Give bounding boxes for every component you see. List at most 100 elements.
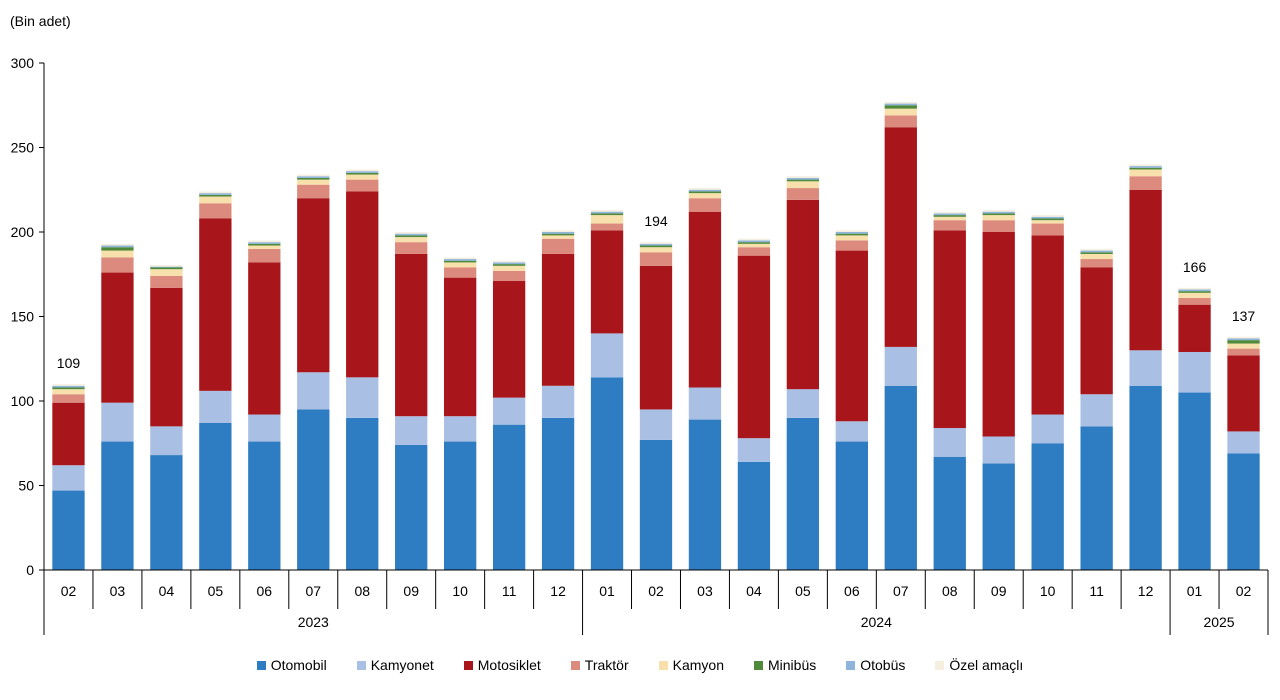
y-tick-label: 200 [11,224,35,240]
x-tick-label: 02 [648,583,664,599]
bar-segment-kamyon [1178,292,1211,298]
bar-segment-kamyonet [444,416,477,442]
bar-segment-kamyon [1129,169,1162,177]
bar-segment--zel-ama-l- [884,101,917,104]
bar-segment-kamyon [541,235,575,239]
data-label: 166 [1183,259,1207,275]
bar-segment--zel-ama-l- [492,260,526,263]
bar-segment--zel-ama-l- [444,257,477,260]
bar-segment-trakt-r [590,223,624,231]
bar-segment-minib-s [786,179,820,182]
y-tick-label: 50 [18,478,34,494]
x-tick-label: 05 [795,583,811,599]
bar-segment-minib-s [297,177,330,180]
bar-segment-otob-s [395,233,428,236]
x-tick-label: 02 [1236,583,1252,599]
bar-segment-minib-s [444,260,477,263]
bar-segment-kamyonet [737,438,771,462]
bar-segment-minib-s [835,233,868,236]
bar-segment-kamyon [933,216,966,221]
bar-segment-kamyon [492,265,526,271]
bar-segment-motosiklet [395,253,428,417]
bar-segment-kamyonet [150,426,183,456]
legend-swatch [570,660,580,670]
bar-segment--zel-ama-l- [835,230,868,232]
bar-segment-kamyonet [1178,351,1211,393]
bar-segment-kamyon [590,215,624,224]
bar-segment-kamyon [248,245,281,249]
y-axis: 0 50 100 150 200 250 300 [11,55,45,578]
bar-segment-trakt-r [982,220,1015,232]
bar-segment-kamyon [835,235,868,241]
legend-label: Motosiklet [477,657,541,673]
x-tick-label: 07 [305,583,321,599]
bar-segment-trakt-r [835,240,868,251]
bar-segment-kamyonet [1227,431,1260,454]
bar-segment-trakt-r [786,188,820,200]
legend-item: Otobüs [846,657,905,673]
bar-segment-motosiklet [835,250,868,422]
bar-segment-minib-s [1227,340,1260,344]
bar-segment-motosiklet [884,127,917,347]
bar-segment-otob-s [297,176,330,178]
bar-segment-minib-s [150,267,183,270]
bar-segment-otob-s [199,193,232,195]
bar-segment-kamyonet [101,402,134,442]
bar-segment--zel-ama-l- [737,238,771,241]
bar-segment-minib-s [639,245,673,248]
bar-segment-otomobil [1227,453,1260,570]
legend-label: Kamyonet [370,657,434,673]
bar-segment-otob-s [835,232,868,234]
bar-segment-trakt-r [688,198,722,212]
bar-segment-kamyonet [492,397,526,425]
bar-segment-motosiklet [590,230,624,334]
bar-segment-kamyonet [297,372,330,410]
bar-segment-minib-s [395,235,428,238]
bar-segment-motosiklet [688,211,722,388]
x-tick-label: 04 [746,583,762,599]
legend-label: Otomobil [270,657,327,673]
bar-segment-minib-s [1129,167,1162,170]
bar-segment-trakt-r [346,179,379,192]
bar-segment-otomobil [590,377,624,570]
legend-label: Kamyon [672,657,724,673]
bar-segment-minib-s [590,213,624,216]
legend-label: Özel amaçlı [949,657,1024,673]
x-tick-label: 01 [1187,583,1203,599]
bar-segment-motosiklet [346,191,379,378]
legend-item: Kamyon [658,657,724,673]
year-group-label: 2024 [861,614,892,630]
bar-segment-otob-s [933,213,966,216]
legend-swatch [753,660,763,670]
bar-segment-motosiklet [52,402,85,466]
bar-segment-motosiklet [982,232,1015,437]
bar-segment-otomobil [1080,426,1113,570]
bar-segment-otob-s [101,245,134,248]
bar-segment--zel-ama-l- [395,232,428,234]
x-tick-label: 03 [697,583,713,599]
bar-segment-trakt-r [395,242,428,254]
x-axis: 02 03 04 05 06 07 08 09 10 11 12 01 02 03 04 05 06 07 08 09… [43,569,1269,635]
bar-segment-otomobil [1031,443,1064,570]
bar-segment-otob-s [444,259,477,261]
bar-segment--zel-ama-l- [688,188,722,190]
legend-item: Kamyonet [356,657,434,673]
x-tick-label: 03 [110,583,126,599]
bar-segment-motosiklet [150,287,183,427]
bar-segment-trakt-r [1031,223,1064,236]
bar-segment-kamyon [150,269,183,276]
bar-segment-kamyon [101,250,134,258]
y-tick-label: 300 [11,55,35,71]
bar-segment-otob-s [590,211,624,214]
x-tick-label: 12 [1138,583,1154,599]
bar-segment-minib-s [248,243,281,246]
bars-group [52,101,1260,570]
bar-segment-otob-s [492,262,526,265]
bar-segment-otomobil [297,409,330,570]
bar-segment-motosiklet [786,199,820,390]
bar-segment-otob-s [1129,166,1162,168]
legend-swatch [256,660,266,670]
bar-segment-trakt-r [150,275,183,288]
legend-label: Otobüs [860,657,906,673]
data-label: 109 [57,355,81,371]
